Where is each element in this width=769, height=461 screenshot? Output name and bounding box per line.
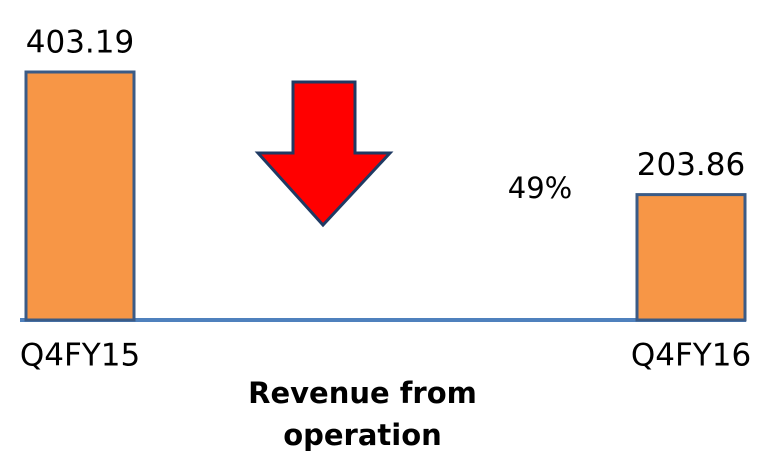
bar <box>24 70 136 322</box>
bar <box>635 193 747 322</box>
annotation: 49% <box>508 171 572 205</box>
value-label: 203.86 <box>637 147 745 183</box>
x-tick-label: Q4FY15 <box>20 338 140 374</box>
down-arrow <box>254 80 394 228</box>
x-tick-label: Q4FY16 <box>631 338 751 374</box>
value-label: 403.19 <box>26 25 134 61</box>
x-axis-label: Revenue from operation <box>248 376 477 452</box>
